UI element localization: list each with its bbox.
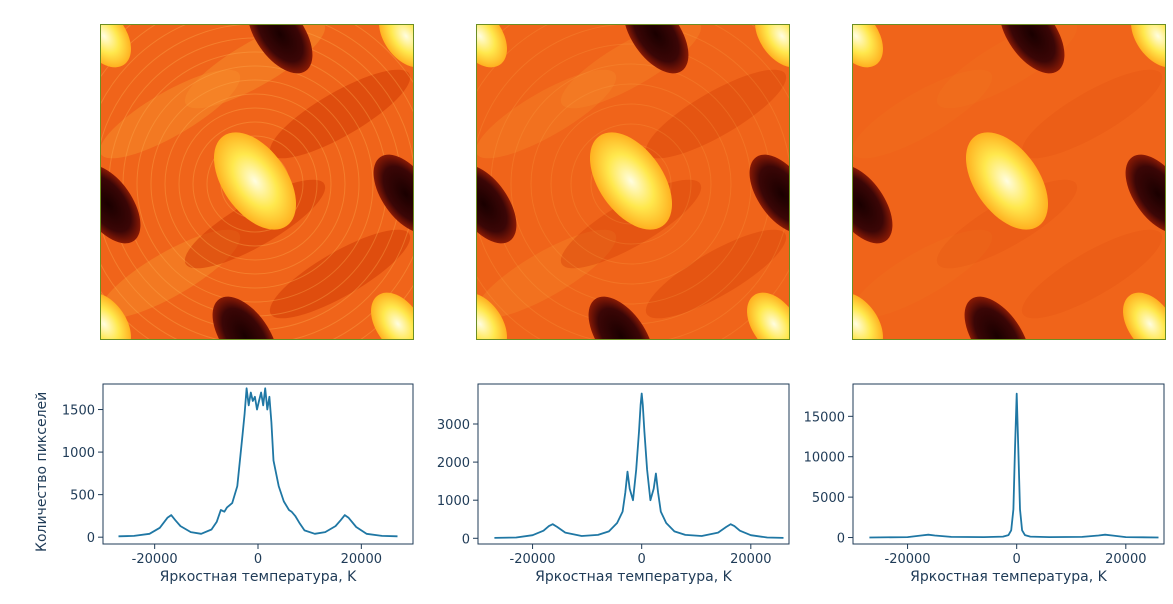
y-tick-label: 1000: [62, 446, 95, 461]
histogram-chart-3: -20000 0 20000 0 5000 10000 15000 Яркостная тем…: [804, 383, 1165, 585]
plot-frame: [852, 383, 1165, 545]
y-tick-label: 500: [70, 489, 95, 504]
temperature-map-3: [852, 24, 1166, 340]
y-tick-label: 0: [837, 532, 845, 547]
x-tick-label: 0: [638, 552, 646, 567]
histogram-chart-1: -20000 0 20000 0 500 1000 1500 Яркостная темпер…: [62, 383, 414, 585]
histogram-1-line: [118, 387, 398, 538]
y-tick-label: 1000: [437, 494, 470, 509]
y-tick-label: 0: [462, 532, 470, 547]
x-tick-label: 20000: [1105, 552, 1146, 567]
x-tick-label: 0: [1013, 552, 1021, 567]
x-tick-label: -20000: [132, 552, 178, 567]
x-tick-label: -20000: [885, 552, 931, 567]
y-tick-label: 0: [87, 531, 95, 546]
x-tick-label: 0: [254, 552, 262, 567]
temperature-map-2-image: [476, 24, 790, 340]
histogram-2-line: [494, 392, 784, 539]
x-axis-label: Яркостная температура, K: [910, 569, 1107, 585]
y-axis-label-wrap: Количество пикселей: [34, 392, 50, 552]
y-tick-label: 10000: [804, 451, 845, 466]
y-tick-label: 1500: [62, 404, 95, 419]
plot-frame: [477, 383, 790, 545]
temperature-map-1-image: [100, 24, 414, 340]
x-tick-label: 20000: [730, 552, 771, 567]
x-tick-label: 20000: [341, 552, 382, 567]
y-tick-label: 2000: [437, 456, 470, 471]
y-tick-label: 5000: [812, 491, 845, 506]
temperature-map-3-image: [852, 24, 1166, 340]
y-tick-label: 15000: [804, 410, 845, 425]
x-axis-label: Яркостная температура, K: [160, 569, 357, 585]
temperature-map-1: [100, 24, 414, 340]
y-axis-label: Количество пикселей: [34, 392, 50, 552]
histogram-3-line: [869, 392, 1159, 539]
histogram-chart-2: -20000 0 20000 0 1000 2000 3000 Яркостная темпе…: [437, 383, 790, 585]
x-axis-label: Яркостная температура, K: [535, 569, 732, 585]
temperature-map-2: [476, 24, 790, 340]
y-tick-label: 3000: [437, 418, 470, 433]
x-tick-label: -20000: [510, 552, 556, 567]
